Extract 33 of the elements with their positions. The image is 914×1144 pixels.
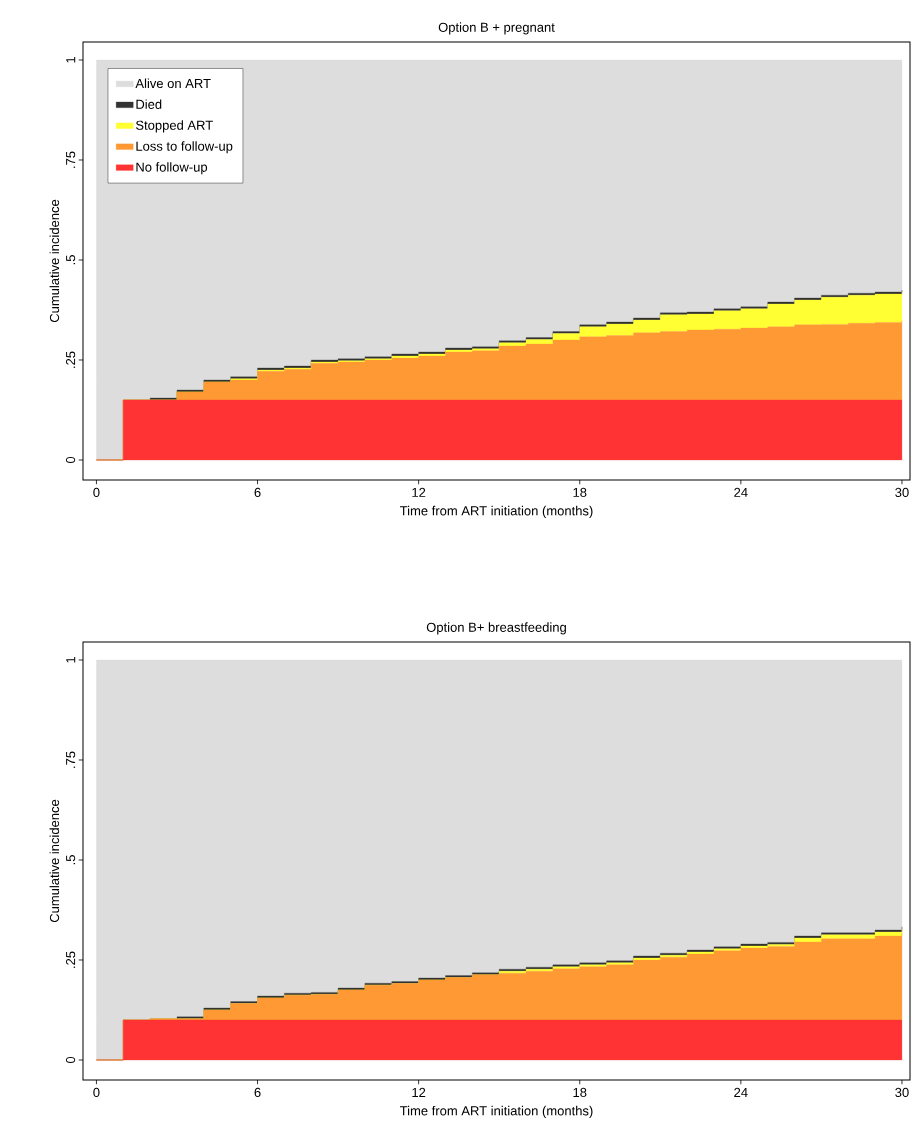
chart-title: Option B+ breastfeeding (426, 622, 566, 635)
x-tick-label: 12 (412, 1087, 426, 1097)
y-tick-label: 0 (65, 456, 76, 464)
y-tick-label: .75 (66, 151, 76, 168)
y-tick-label: 1 (66, 657, 76, 663)
x-tick-label: 0 (93, 1087, 100, 1097)
legend-label: Died (136, 99, 162, 109)
x-tick-label: 6 (254, 1087, 261, 1097)
x-tick-label: 0 (93, 487, 100, 497)
y-tick-label: .25 (65, 351, 76, 368)
x-tick-label: 12 (412, 487, 426, 497)
legend-label: No follow-up (136, 162, 208, 175)
legend-label: Alive on ART (135, 78, 211, 89)
x-tick-label: 24 (734, 1087, 748, 1097)
x-tick-label: 24 (734, 487, 748, 497)
x-tick-label: 30 (895, 1087, 909, 1097)
x-tick-label: 30 (895, 487, 909, 497)
y-tick-label: .75 (66, 751, 76, 768)
legend-label: Loss to follow-up (136, 141, 233, 154)
x-tick-label: 18 (573, 487, 587, 497)
x-tick-label: 6 (254, 487, 261, 497)
y-tick-label: 1 (66, 57, 76, 63)
chart-title: Option B + pregnant (438, 22, 555, 35)
legend-label: Stopped ART (135, 120, 213, 133)
x-tick-label: 18 (573, 1087, 587, 1097)
y-tick-label: .25 (65, 951, 76, 968)
y-tick-label: .5 (66, 855, 76, 865)
y-tick-label: .5 (66, 255, 76, 265)
y-tick-label: 0 (65, 1056, 76, 1064)
x-axis-title: Time from ART initiation (months) (400, 1105, 593, 1118)
y-axis-title: Cumulative incidence (49, 799, 60, 923)
y-axis-title: Cumulative incidence (49, 199, 60, 323)
x-axis-title: Time from ART initiation (months) (400, 505, 593, 518)
